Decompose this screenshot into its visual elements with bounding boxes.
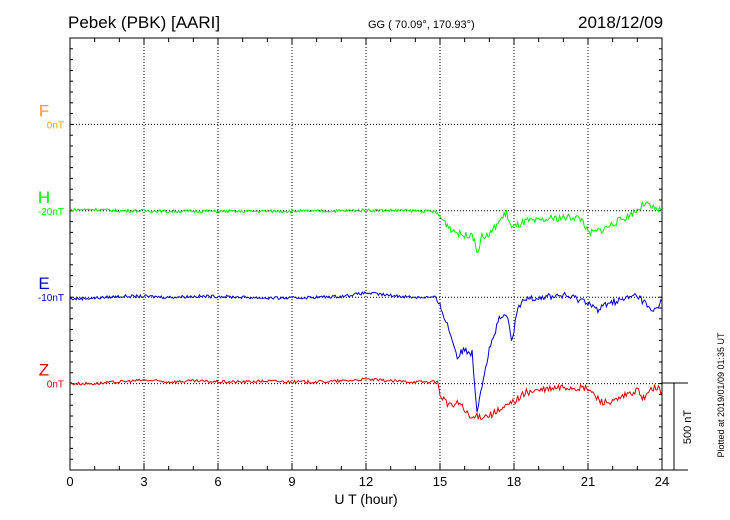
station-coords: GG ( 70.09°, 170.93°) — [368, 19, 475, 31]
x-tick-label: 0 — [66, 474, 73, 489]
x-tick-label: 15 — [433, 474, 447, 489]
channel-label-F: F — [39, 101, 49, 120]
trace-Z — [69, 377, 663, 420]
channel-baseline-E: -10nT — [38, 293, 64, 304]
scale-bar-label: 500 nT — [682, 410, 694, 445]
channel-baseline-Z: 0nT — [47, 380, 64, 391]
x-tick-label: 24 — [655, 474, 669, 489]
channel-label-H: H — [38, 188, 50, 207]
trace-H — [69, 201, 663, 254]
x-tick-labels: 0 3 6 9 12 15 18 21 24 — [66, 474, 669, 489]
channel-traces — [69, 201, 663, 420]
channel-baseline-H: -20nT — [38, 207, 64, 218]
x-tick-label: 9 — [288, 474, 295, 489]
grid-lines — [70, 38, 662, 470]
x-tick-label: 21 — [581, 474, 595, 489]
channel-label-E: E — [38, 274, 49, 293]
date-label: 2018/12/09 — [578, 13, 663, 32]
x-tick-label: 3 — [140, 474, 147, 489]
x-tick-label: 12 — [359, 474, 373, 489]
scale-bar: 500 nT — [662, 382, 694, 471]
station-title: Pebek (PBK) [AARI] — [68, 13, 220, 32]
channel-baseline-F: 0nT — [47, 120, 64, 131]
x-tick-label: 18 — [507, 474, 521, 489]
channel-label-Z: Z — [39, 361, 49, 380]
trace-E — [69, 290, 663, 413]
x-tick-label: 6 — [214, 474, 221, 489]
x-axis-label: U T (hour) — [334, 491, 397, 507]
plotted-note: Plotted at 2019/01/09 01:35 UT — [716, 332, 726, 458]
